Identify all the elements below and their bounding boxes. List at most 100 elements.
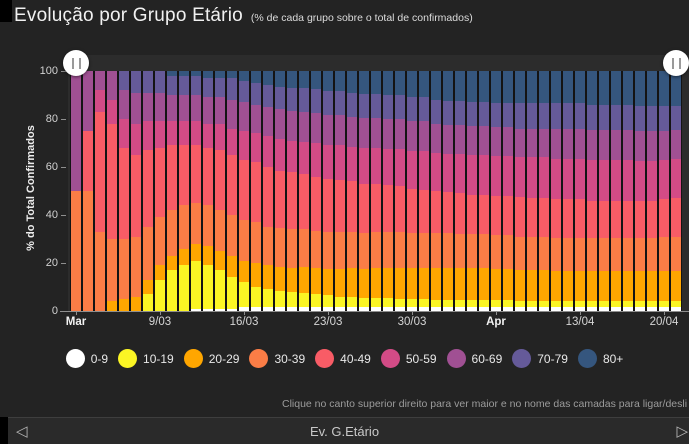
bar-10/03[interactable] [166,71,178,311]
bar-15/04[interactable] [598,71,610,311]
bar-28/03[interactable] [382,71,394,311]
bar-18/04[interactable] [634,71,646,311]
segment-80+ [587,71,597,105]
bar-14/03[interactable] [214,71,226,311]
bar-14/04[interactable] [586,71,598,311]
segment-20-29 [575,271,585,302]
bar-16/04[interactable] [610,71,622,311]
segment-80+ [563,71,573,104]
segment-50-59 [611,159,621,201]
bar-27/03[interactable] [370,71,382,311]
bar-8/04[interactable] [514,71,526,311]
bar-23/03[interactable] [322,71,334,311]
segment-80+ [239,71,249,81]
bar-31/03[interactable] [418,71,430,311]
bar-4/03[interactable] [94,71,106,311]
bar-20/03[interactable] [286,71,298,311]
segment-60-69 [119,90,129,120]
bar-13/03[interactable] [202,71,214,311]
bar-26/03[interactable] [358,71,370,311]
legend-item-40-49[interactable]: 40-49 [315,349,371,368]
bar-4/04[interactable] [466,71,478,311]
bar-7/03[interactable] [130,71,142,311]
legend-item-60-69[interactable]: 60-69 [446,349,502,368]
segment-40-49 [635,200,645,238]
segment-0-9 [395,307,405,311]
bar-5/04[interactable] [478,71,490,311]
bar-21/04[interactable] [670,71,682,311]
segment-70-79 [431,99,441,124]
bar-5/03[interactable] [106,71,118,311]
segment-20-29 [563,271,573,302]
bar-7/04[interactable] [502,71,514,311]
segment-10-19 [551,301,561,308]
slider-left-handle[interactable] [63,50,89,76]
legend-item-0-9[interactable]: 0-9 [65,349,108,368]
segment-0-9 [563,307,573,311]
legend-item-70-79[interactable]: 70-79 [512,349,568,368]
next-view-button[interactable]: ▷ [676,418,688,444]
segment-40-49 [119,147,129,239]
segment-50-59 [371,147,381,184]
legend-item-50-59[interactable]: 50-59 [380,349,437,368]
legend-item-30-39[interactable]: 30-39 [249,349,305,368]
segment-30-39 [503,235,513,270]
segment-70-79 [599,104,609,130]
prev-view-button[interactable]: ◁ [16,418,28,444]
bar-15/03[interactable] [226,71,238,311]
bar-25/03[interactable] [346,71,358,311]
bar-19/04[interactable] [646,71,658,311]
segment-30-39 [371,231,381,268]
segment-10-19 [179,265,189,311]
bar-3/04[interactable] [454,71,466,311]
bar-6/04[interactable] [490,71,502,311]
bar-11/03[interactable] [178,71,190,311]
legend-item-10-19[interactable]: 10-19 [118,349,174,368]
bar-12/04[interactable] [562,71,574,311]
segment-10-19 [671,301,681,308]
bar-16/03[interactable] [238,71,250,311]
bar-10/04[interactable] [538,71,550,311]
slider-right-handle[interactable] [663,50,689,76]
segment-60-69 [107,71,117,100]
bar-18/03[interactable] [262,71,274,311]
segment-40-49 [371,183,381,232]
bar-2/04[interactable] [442,71,454,311]
bar-17/04[interactable] [622,71,634,311]
x-tick-label-Mar: Mar [65,316,87,328]
segment-30-39 [395,231,405,268]
bar-17/03[interactable] [250,71,262,311]
bar-3/03[interactable] [82,71,94,311]
bar-13/04[interactable] [574,71,586,311]
legend-swatch-icon [380,349,400,368]
bar-22/03[interactable] [310,71,322,311]
x-tick-mark [496,311,497,315]
bar-6/03[interactable] [118,71,130,311]
segment-50-59 [299,141,309,175]
segment-10-19 [635,301,645,308]
segment-20-29 [587,271,597,302]
segment-40-49 [311,176,321,231]
segment-0-9 [335,307,345,311]
segment-0-9 [611,307,621,311]
bar-1/04[interactable] [430,71,442,311]
bar-19/03[interactable] [274,71,286,311]
segment-40-49 [515,197,525,237]
bar-9/03[interactable] [154,71,166,311]
segment-50-59 [443,153,453,193]
bar-12/03[interactable] [190,71,202,311]
bar-2/03[interactable] [70,71,82,311]
bar-9/04[interactable] [526,71,538,311]
bar-20/04[interactable] [658,71,670,311]
segment-20-29 [239,260,249,283]
bar-8/03[interactable] [142,71,154,311]
bar-21/03[interactable] [298,71,310,311]
chart-subtitle: (% de cada grupo sobre o total de confir… [250,12,473,24]
bar-29/03[interactable] [394,71,406,311]
segment-40-49 [251,162,261,223]
legend-item-80+[interactable]: 80+ [577,349,623,368]
legend-item-20-29[interactable]: 20-29 [183,349,239,368]
bar-11/04[interactable] [550,71,562,311]
bar-24/03[interactable] [334,71,346,311]
bar-30/03[interactable] [406,71,418,311]
